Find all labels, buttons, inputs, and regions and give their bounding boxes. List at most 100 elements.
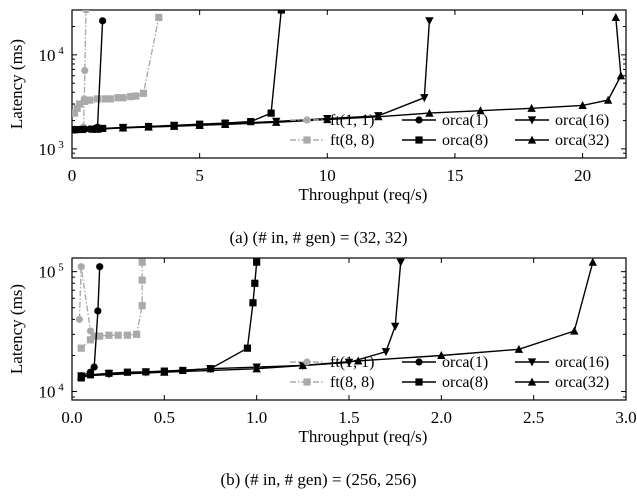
data-point — [77, 344, 85, 352]
y-tick-exponent: 4 — [58, 45, 64, 57]
data-point — [90, 363, 98, 371]
legend-label: ft(1, 1) — [330, 112, 374, 129]
data-point — [73, 104, 81, 112]
y-tick-label: 10 — [39, 140, 56, 159]
data-point — [96, 332, 104, 340]
data-point — [272, 117, 281, 126]
y-axis-label: Latency (ms) — [7, 39, 26, 129]
x-tick-label: 5 — [195, 166, 204, 185]
x-tick-label: 0 — [68, 166, 77, 185]
y-axis-label: Latency (ms) — [7, 284, 26, 374]
data-point — [381, 348, 391, 357]
data-point — [144, 122, 153, 131]
legend-label: orca(32) — [555, 132, 609, 149]
data-point — [75, 315, 83, 323]
series-line — [74, 20, 104, 131]
data-point — [396, 258, 405, 267]
data-point — [94, 307, 102, 315]
data-point — [138, 302, 146, 310]
y-tick-label: 10 — [39, 263, 56, 282]
data-point — [570, 326, 579, 335]
legend-label: orca(1) — [442, 354, 488, 371]
data-point — [132, 92, 140, 100]
legend-label: orca(32) — [555, 374, 609, 391]
data-point — [247, 118, 255, 126]
data-point — [72, 109, 79, 117]
data-point — [99, 17, 107, 25]
y-tick-exponent: 5 — [58, 262, 64, 274]
data-point — [243, 344, 252, 352]
data-point — [476, 106, 485, 115]
legend-label: orca(16) — [555, 112, 609, 129]
plot-area — [72, 10, 626, 135]
data-point — [588, 258, 597, 266]
data-point — [603, 95, 613, 104]
x-tick-label: 0.0 — [61, 408, 82, 427]
series-line — [81, 262, 402, 377]
data-point — [390, 322, 400, 331]
data-point — [354, 356, 363, 365]
data-point — [155, 13, 163, 22]
data-point — [169, 121, 179, 130]
data-point — [267, 109, 275, 117]
legend-label: orca(16) — [555, 354, 609, 371]
data-point — [251, 279, 259, 287]
data-point — [420, 94, 429, 103]
data-point — [127, 92, 135, 101]
y-tick-label: 10 — [39, 46, 56, 65]
data-point — [119, 94, 127, 102]
legend-marker — [415, 358, 423, 366]
plot-area — [75, 258, 597, 382]
data-point — [277, 10, 285, 14]
data-point — [138, 258, 146, 266]
x-tick-label: 1.0 — [246, 408, 267, 427]
data-point — [249, 299, 257, 307]
data-point — [86, 336, 95, 344]
data-point — [77, 371, 86, 380]
data-point — [514, 344, 524, 353]
data-point — [114, 94, 122, 102]
legend-marker — [527, 377, 537, 386]
data-point — [86, 327, 95, 335]
data-point — [195, 120, 204, 129]
data-point — [101, 95, 109, 103]
data-point — [77, 263, 85, 271]
legend-marker — [415, 116, 423, 124]
legend-marker — [303, 136, 311, 144]
data-point — [123, 368, 131, 376]
legend-marker — [527, 358, 537, 367]
data-point — [160, 367, 169, 376]
x-tick-label: 20 — [574, 166, 591, 185]
x-tick-label: 0.5 — [154, 408, 175, 427]
series-line — [80, 262, 143, 349]
data-point — [93, 95, 102, 103]
y-tick-label: 10 — [39, 383, 56, 402]
data-point — [133, 330, 141, 338]
data-point — [616, 71, 626, 80]
legend-marker — [303, 378, 311, 386]
data-point — [105, 331, 113, 339]
data-point — [323, 115, 332, 124]
x-tick-label: 2.5 — [523, 408, 544, 427]
data-point — [96, 263, 104, 271]
data-point — [425, 17, 434, 26]
data-point — [437, 351, 446, 360]
legend-marker — [527, 116, 537, 125]
legend-label: ft(8, 8) — [330, 374, 374, 391]
data-point — [611, 13, 620, 22]
legend-label: orca(8) — [442, 132, 488, 149]
y-tick-exponent: 4 — [58, 382, 64, 394]
series-line — [78, 266, 95, 337]
x-tick-label: 3.0 — [615, 408, 636, 427]
x-tick-label: 15 — [446, 166, 463, 185]
data-point — [578, 101, 587, 110]
data-point — [123, 331, 131, 339]
legend-label: ft(8, 8) — [330, 132, 374, 149]
data-point — [425, 108, 434, 117]
legend-marker — [303, 358, 311, 366]
data-point — [72, 125, 79, 134]
data-point — [76, 100, 84, 108]
